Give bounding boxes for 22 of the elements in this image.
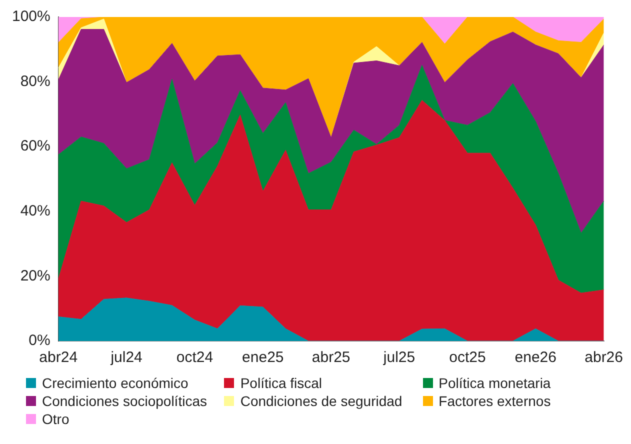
x-tick-label: jul25: [382, 349, 416, 366]
legend-label: Factores externos: [438, 393, 551, 409]
x-tick-label: jul24: [110, 349, 142, 366]
y-tick-label: 100%: [12, 8, 50, 26]
y-tick-label: 60%: [20, 138, 50, 155]
x-tick-label: abr26: [584, 349, 624, 366]
x-tick-label: abr25: [312, 349, 350, 366]
x-tick-label: oct25: [449, 349, 486, 366]
legend-label: Política fiscal: [240, 375, 322, 391]
y-tick-label: 80%: [20, 72, 50, 90]
legend-label: Condiciones sociopolíticas: [42, 393, 207, 409]
legend-label: Política monetaria: [438, 375, 551, 391]
legend-label: Crecimiento económico: [42, 375, 188, 391]
legend-label: Condiciones de seguridad: [240, 393, 402, 409]
y-tick-label: 20%: [20, 267, 50, 284]
x-tick-label: abr24: [39, 349, 78, 366]
x-tick-label: oct24: [176, 349, 214, 366]
x-tick-label: ene25: [242, 349, 284, 366]
legend-label: Otro: [42, 411, 70, 427]
y-tick-label: 0%: [28, 332, 50, 350]
x-tick-label: ene26: [514, 349, 556, 366]
y-tick-label: 40%: [20, 202, 50, 220]
